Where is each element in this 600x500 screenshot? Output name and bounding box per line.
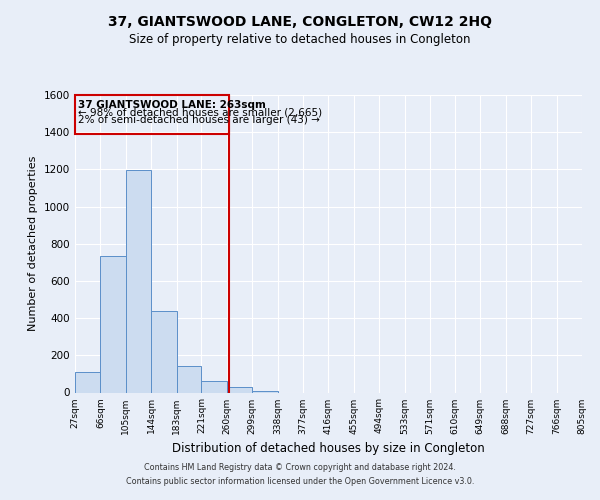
Bar [75, 372, 100, 392]
Bar [126, 170, 151, 392]
Bar [227, 387, 252, 392]
Text: Contains HM Land Registry data © Crown copyright and database right 2024.: Contains HM Land Registry data © Crown c… [144, 462, 456, 471]
Text: 37 GIANTSWOOD LANE: 263sqm: 37 GIANTSWOOD LANE: 263sqm [77, 100, 265, 110]
Bar [100, 256, 126, 392]
Text: Size of property relative to detached houses in Congleton: Size of property relative to detached ho… [129, 32, 471, 46]
Text: 2% of semi-detached houses are larger (43) →: 2% of semi-detached houses are larger (4… [77, 114, 319, 124]
Text: Contains public sector information licensed under the Open Government Licence v3: Contains public sector information licen… [126, 478, 474, 486]
Bar [75, 95, 229, 134]
Bar [252, 390, 278, 392]
X-axis label: Distribution of detached houses by size in Congleton: Distribution of detached houses by size … [172, 442, 485, 455]
Y-axis label: Number of detached properties: Number of detached properties [28, 156, 38, 332]
Text: ← 98% of detached houses are smaller (2,665): ← 98% of detached houses are smaller (2,… [77, 107, 322, 117]
Bar [202, 382, 227, 392]
Bar [176, 366, 202, 392]
Bar [151, 310, 176, 392]
Text: 37, GIANTSWOOD LANE, CONGLETON, CW12 2HQ: 37, GIANTSWOOD LANE, CONGLETON, CW12 2HQ [108, 15, 492, 29]
